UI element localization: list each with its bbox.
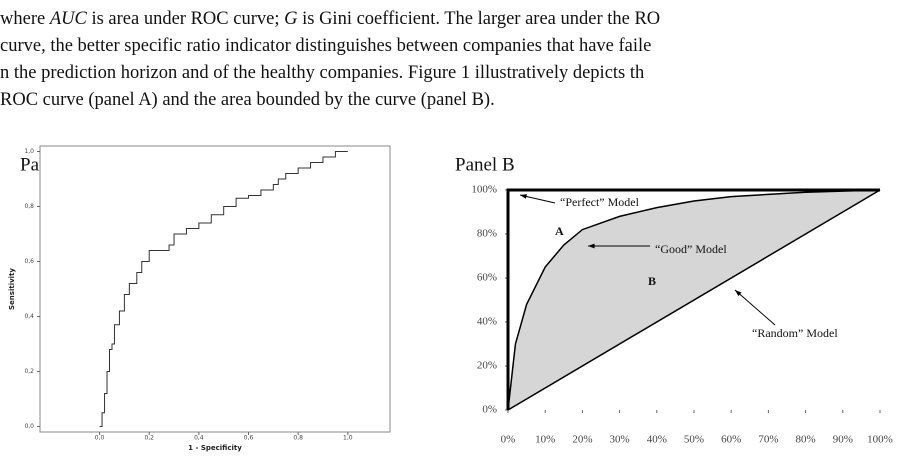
- text-span: where: [0, 9, 50, 29]
- x-tick-label: 1,0: [343, 435, 353, 442]
- arrow-line: [734, 289, 776, 326]
- y-tick-label: 0,4: [24, 313, 34, 320]
- line: [507, 189, 881, 411]
- y-tick-label: 0,2: [24, 368, 34, 375]
- y-tick-label: 20%: [477, 360, 497, 372]
- text-line: where AUC is area under ROC curve; G is …: [0, 6, 660, 33]
- x-tick-label: 0,8: [293, 435, 303, 442]
- text-line: curve, the better specific ratio indicat…: [0, 33, 660, 60]
- x-tick-label: 0,2: [144, 435, 154, 442]
- x-tick-label: 100%: [867, 434, 893, 446]
- annotation: “Random” Model: [752, 326, 838, 340]
- x-tick-label: 50%: [684, 434, 704, 446]
- x-tick-label: 60%: [721, 434, 741, 446]
- x-tick-label: 40%: [647, 434, 667, 446]
- arrow-head: [735, 290, 742, 297]
- annotation: “Good” Model: [655, 242, 727, 256]
- y-tick-label: 0,6: [24, 258, 34, 265]
- text-span: is Gini coefficient. The larger area und…: [297, 9, 661, 29]
- y-tick-label: 1,0: [24, 148, 34, 155]
- text-span: ROC curve (panel A) and the area bounded…: [0, 90, 495, 110]
- line: [99, 151, 348, 427]
- x-tick-label: 30%: [610, 434, 630, 446]
- x-tick-label: 80%: [796, 434, 816, 446]
- text-span: curve, the better specific ratio indicat…: [0, 36, 652, 56]
- x-axis-label: 1 - Specificity: [188, 444, 242, 452]
- arrow-head: [520, 194, 527, 199]
- x-tick-label: 0,4: [194, 435, 204, 442]
- y-tick-label: 60%: [477, 272, 497, 284]
- arrow-head: [588, 243, 595, 249]
- x-tick-label: 0%: [501, 434, 516, 446]
- annotation: A: [555, 224, 564, 238]
- annotation: B: [648, 274, 656, 288]
- annotation: “Perfect” Model: [560, 195, 640, 209]
- text-span: G: [284, 9, 298, 29]
- x-tick-label: 20%: [572, 434, 592, 446]
- y-tick-label: 40%: [477, 316, 497, 328]
- y-tick-label: 100%: [471, 184, 497, 196]
- x-tick-label: 10%: [535, 434, 555, 446]
- text-span: n the prediction horizon and of the heal…: [0, 63, 645, 83]
- line: [507, 189, 881, 411]
- paragraph: where AUC is area under ROC curve; G is …: [0, 6, 660, 114]
- text-span: AUC: [49, 9, 87, 29]
- x-tick-label: 90%: [833, 434, 853, 446]
- x-tick-label: 0,0: [95, 435, 105, 442]
- x-tick-label: 0,6: [244, 435, 254, 442]
- text-span: is area under ROC curve;: [86, 9, 285, 29]
- y-tick-label: 80%: [477, 228, 497, 240]
- line: [506, 188, 880, 410]
- y-axis-label: Sensitivity: [8, 268, 16, 310]
- panel-title: Panel B: [455, 154, 515, 175]
- y-tick-label: 0%: [482, 404, 497, 416]
- x-tick-label: 70%: [758, 434, 778, 446]
- plot-frame: [39, 145, 391, 433]
- text-line: n the prediction horizon and of the heal…: [0, 60, 660, 87]
- y-tick-label: 0,0: [24, 423, 34, 430]
- text-line: ROC curve (panel A) and the area bounded…: [0, 87, 660, 114]
- y-tick-label: 0,8: [24, 203, 34, 210]
